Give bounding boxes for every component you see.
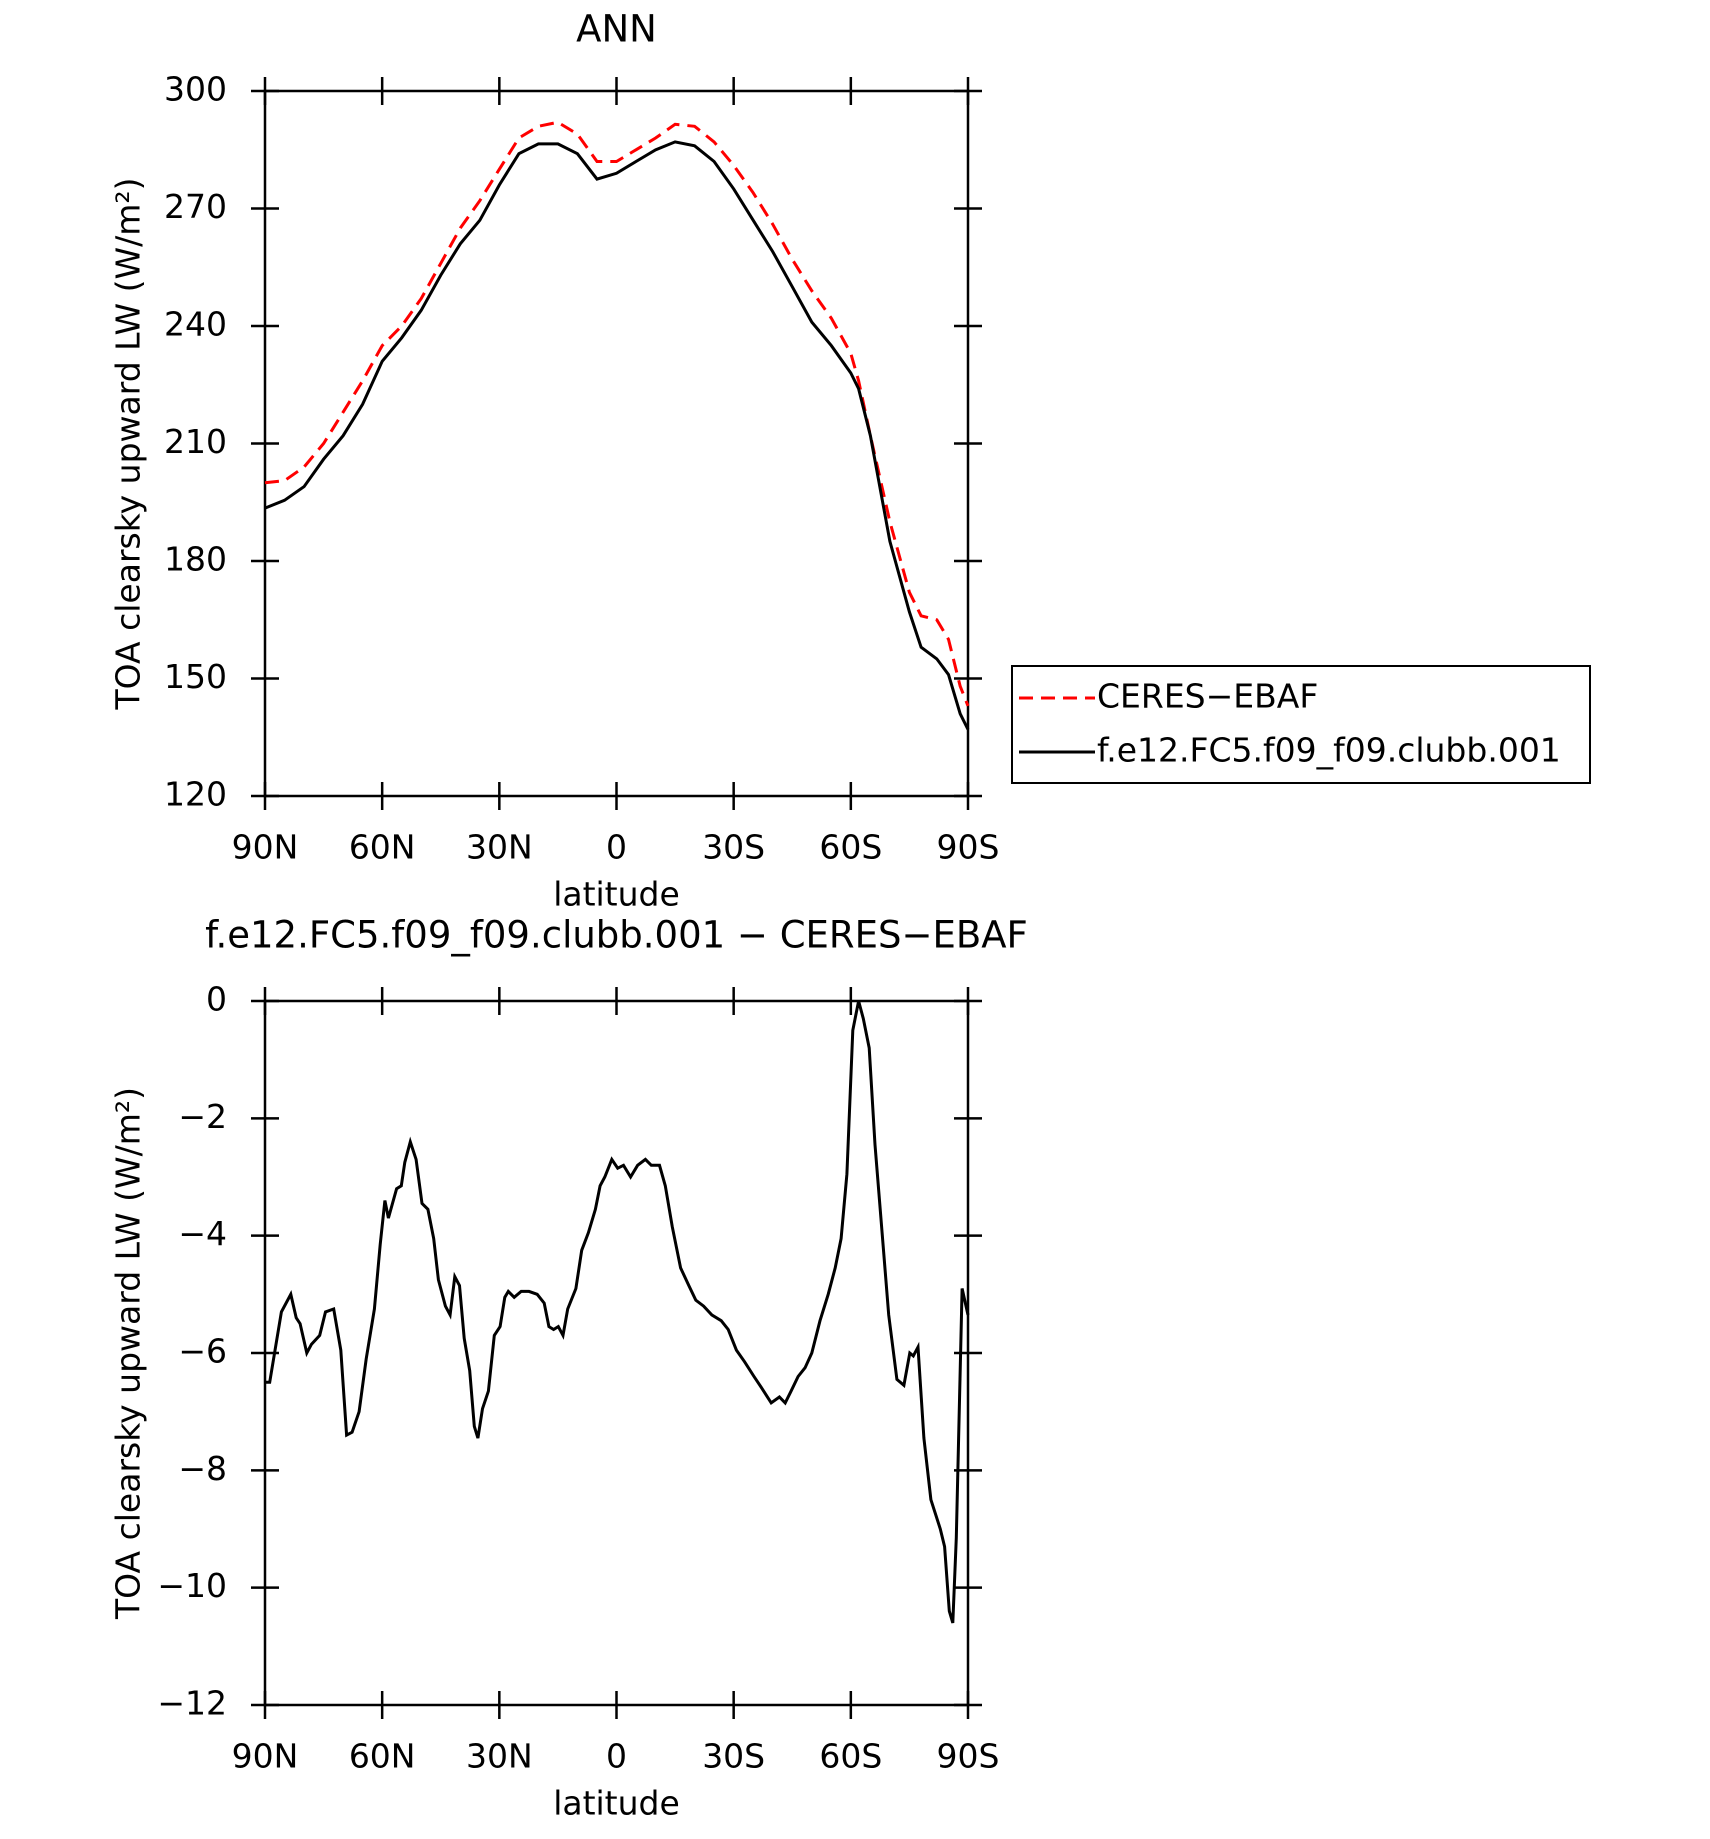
y-tick-label: −2 [178, 1097, 227, 1136]
x-tick-label: 0 [606, 828, 627, 867]
x-tick-label: 90S [937, 828, 1000, 867]
y-tick-label: 300 [164, 70, 227, 109]
x-tick-label: 60N [349, 828, 416, 867]
x-tick-label: 30S [702, 828, 765, 867]
y-tick-label: −6 [178, 1332, 227, 1371]
legend-box [1011, 665, 1591, 784]
y-tick-label: −4 [178, 1214, 227, 1253]
legend-label: f.e12.FC5.f09_f09.clubb.001 [1097, 731, 1561, 770]
chart-title: ANN [576, 8, 657, 51]
x-tick-label: 30S [702, 1737, 765, 1776]
x-tick-label: 0 [606, 1737, 627, 1776]
x-tick-label: 90N [232, 828, 299, 867]
y-tick-label: 180 [164, 540, 227, 579]
x-axis-label: latitude [553, 1784, 680, 1823]
data-line [265, 1000, 970, 1624]
y-tick-label: 120 [164, 775, 227, 814]
x-tick-label: 30N [466, 1737, 533, 1776]
data-line [264, 140, 970, 731]
x-tick-label: 60S [819, 828, 882, 867]
x-tick-label: 90N [232, 1737, 299, 1776]
plot-frame [263, 89, 970, 798]
data-line [264, 120, 970, 707]
y-tick-label: 150 [164, 657, 227, 696]
x-tick-label: 60N [349, 1737, 416, 1776]
y-tick-label: 210 [164, 422, 227, 461]
y-tick-label: 0 [206, 980, 227, 1019]
y-tick-label: −8 [178, 1449, 227, 1488]
y-tick-label: 240 [164, 305, 227, 344]
y-tick-label: −10 [157, 1566, 227, 1605]
y-tick-label: −12 [157, 1684, 227, 1723]
chart-title: f.e12.FC5.f09_f09.clubb.001 − CERES−EBAF [205, 914, 1028, 957]
x-tick-label: 90S [937, 1737, 1000, 1776]
x-tick-label: 30N [466, 828, 533, 867]
y-tick-label: 270 [164, 187, 227, 226]
plot-frame [263, 999, 970, 1707]
x-tick-label: 60S [819, 1737, 882, 1776]
x-axis-label: latitude [553, 875, 680, 914]
y-axis-label: TOA clearsky upward LW (W/m²) [109, 1087, 148, 1620]
legend-label: CERES−EBAF [1097, 677, 1318, 716]
y-axis-label: TOA clearsky upward LW (W/m²) [109, 177, 148, 710]
